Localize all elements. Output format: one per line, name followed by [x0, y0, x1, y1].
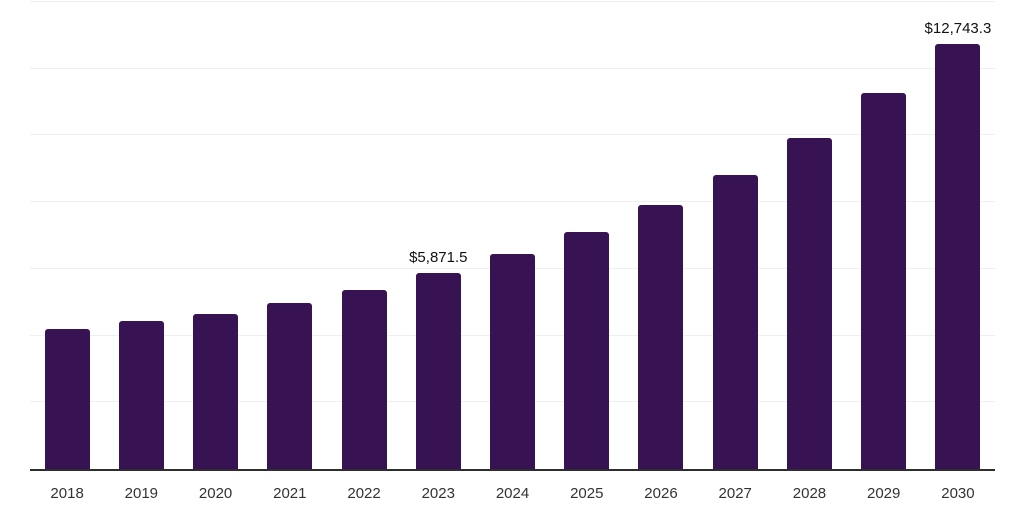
- bar-2027: [712, 174, 758, 469]
- gridline-8000: [30, 201, 995, 203]
- bar-slot-2023: $5,871.5: [401, 2, 475, 469]
- bar-2018: [44, 329, 90, 469]
- bar-2022: [341, 289, 387, 469]
- bar-2029: [861, 93, 907, 469]
- bar-slot-2027: [698, 2, 772, 469]
- x-tick-2021: 2021: [273, 485, 307, 502]
- bar-2024: [490, 253, 536, 469]
- data-label-2023: $5,871.5: [409, 249, 468, 267]
- plot-area: $5,871.5 $12,743.3: [30, 1, 995, 471]
- bar-slot-2018: [30, 2, 104, 469]
- bar-2019: [118, 321, 164, 469]
- x-tick-2019: 2019: [124, 485, 159, 502]
- x-tick-2030: 2030: [941, 485, 975, 502]
- x-tick-2029: 2029: [867, 485, 901, 502]
- bar-slot-2025: [550, 2, 624, 469]
- x-tick-2022: 2022: [347, 485, 381, 502]
- bar-slot-2029: [847, 2, 921, 469]
- bar-slot-2020: [178, 2, 252, 469]
- bar-2023: [415, 273, 461, 469]
- bar-2030: [935, 43, 981, 469]
- bar-slot-2026: [624, 2, 698, 469]
- bars-container: $5,871.5 $12,743.3: [30, 2, 995, 469]
- gridline-12000: [30, 67, 995, 69]
- bar-2020: [193, 314, 239, 469]
- x-tick-2023: 2023: [421, 485, 455, 502]
- x-tick-2018: 2018: [50, 485, 84, 502]
- bar-slot-2021: [253, 2, 327, 469]
- gridline-14000: [30, 1, 995, 2]
- x-tick-2020: 2020: [198, 485, 233, 502]
- data-label-2030: $12,743.3: [924, 19, 992, 37]
- x-tick-2028: 2028: [792, 485, 827, 502]
- bar-slot-2019: [104, 2, 178, 469]
- bar-2021: [267, 302, 313, 469]
- bar-slot-2024: [475, 2, 549, 469]
- bar-slot-2030: $12,743.3: [921, 2, 995, 469]
- bar-2025: [564, 232, 610, 469]
- x-tick-2027: 2027: [718, 485, 752, 502]
- x-tick-2026: 2026: [644, 485, 678, 502]
- bar-2026: [638, 205, 684, 469]
- gridline-10000: [30, 134, 995, 136]
- x-axis: 2018 2019 2020 2021 2022 2023 2024 2025 2026 2027…: [30, 484, 995, 504]
- x-tick-2025: 2025: [570, 485, 604, 502]
- bar-slot-2022: [327, 2, 401, 469]
- x-tick-2024: 2024: [495, 485, 530, 502]
- bar-2028: [786, 137, 832, 469]
- bar-slot-2028: [772, 2, 846, 469]
